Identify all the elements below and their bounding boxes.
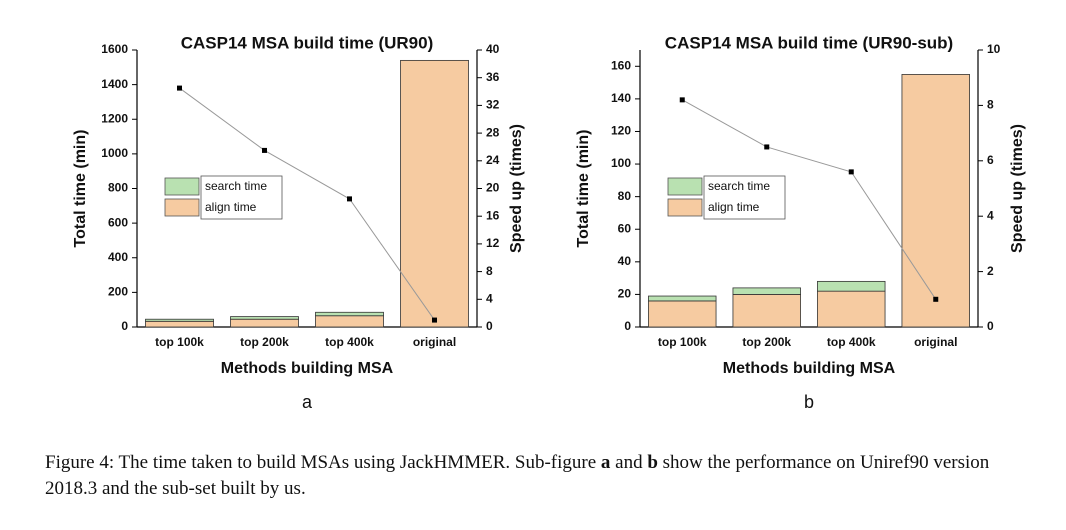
y2-axis-label: Speed up (times) [1009, 124, 1026, 253]
x-tick-label: top 200k [742, 335, 791, 349]
y-tick-label: 1200 [101, 111, 128, 125]
y-axis-label: Total time (min) [575, 130, 592, 248]
bar-segment [648, 295, 717, 302]
y2-tick-label: 8 [987, 98, 994, 112]
bar-segment [817, 280, 886, 292]
caption: Figure 4: The time taken to build MSAs u… [45, 450, 1035, 502]
y-tick-label: 600 [108, 215, 128, 229]
legend-swatch [164, 198, 200, 217]
figure: 0200400600800100012001400160004812162024… [72, 33, 1026, 412]
bar-segment [145, 320, 214, 328]
bar-segment [315, 315, 384, 328]
y2-tick-label: 2 [987, 264, 994, 278]
y-tick-label: 400 [108, 250, 128, 264]
y-tick-label: 0 [121, 319, 128, 333]
y-tick-label: 100 [611, 156, 631, 170]
bar-segment [648, 300, 717, 328]
y2-tick-label: 28 [486, 125, 500, 139]
legend-label: search time [205, 179, 267, 193]
legend-label: search time [708, 179, 770, 193]
caption-text: and [610, 452, 648, 473]
y2-tick-label: 24 [486, 153, 500, 167]
y-tick-label: 0 [624, 319, 631, 333]
y2-tick-label: 20 [486, 181, 500, 195]
chart-title: CASP14 MSA build time (UR90-sub) [665, 33, 953, 52]
legend-box [703, 175, 786, 220]
y2-tick-label: 10 [987, 42, 1001, 56]
x-tick-label: original [413, 335, 456, 349]
y2-tick-label: 16 [486, 208, 500, 222]
y2-tick-label: 0 [486, 319, 493, 333]
y-tick-label: 1000 [101, 146, 128, 160]
bar-segment [817, 290, 886, 328]
speedup-marker [764, 144, 770, 150]
x-axis-label: Methods building MSA [221, 360, 394, 377]
speedup-marker [679, 97, 685, 103]
y-tick-label: 1400 [101, 77, 128, 91]
y-tick-label: 200 [108, 285, 128, 299]
y2-axis-label: Speed up (times) [508, 124, 525, 253]
y2-tick-label: 4 [486, 291, 493, 305]
speedup-marker [848, 169, 854, 175]
panel-label: a [302, 392, 313, 412]
bar-segment [732, 294, 801, 328]
legend-swatch [667, 198, 703, 217]
legend-swatch [164, 177, 200, 196]
x-tick-label: original [914, 335, 957, 349]
caption-text: b [647, 452, 658, 473]
panel-label: b [804, 392, 814, 412]
y-tick-label: 20 [618, 287, 632, 301]
chart-title: CASP14 MSA build time (UR90) [181, 33, 434, 52]
y2-tick-label: 4 [987, 208, 994, 222]
legend-label: align time [205, 200, 257, 214]
y2-tick-label: 6 [987, 153, 994, 167]
y2-tick-label: 36 [486, 70, 500, 84]
y-tick-label: 160 [611, 58, 631, 72]
y-tick-label: 800 [108, 181, 128, 195]
caption-text: a [600, 452, 611, 473]
y2-tick-label: 32 [486, 98, 500, 112]
y-axis-label: Total time (min) [72, 130, 89, 248]
y2-tick-label: 12 [486, 236, 500, 250]
speedup-marker [177, 85, 182, 91]
x-axis-label: Methods building MSA [723, 360, 896, 377]
y-tick-label: 60 [618, 221, 632, 235]
y-tick-label: 140 [611, 91, 631, 105]
legend-swatch [667, 177, 703, 196]
bar-segment [145, 318, 214, 322]
legend-box [200, 175, 283, 220]
bar-segment [732, 287, 801, 295]
bar-segment [230, 316, 299, 320]
y2-tick-label: 40 [486, 42, 500, 56]
x-tick-label: top 200k [240, 335, 289, 349]
bar-segment [400, 59, 469, 328]
y2-tick-label: 8 [486, 264, 493, 278]
speedup-line [682, 99, 937, 300]
y-tick-label: 40 [618, 254, 632, 268]
legend-label: align time [708, 200, 760, 214]
x-tick-label: top 100k [658, 335, 707, 349]
speedup-marker [933, 296, 939, 302]
caption-text: show the performance on Uniref90 version… [45, 452, 990, 499]
speedup-marker [432, 317, 437, 323]
caption-text: Figure 4: The time taken to build MSAs u… [45, 452, 601, 473]
x-tick-label: top 100k [155, 335, 204, 349]
speedup-marker [347, 196, 352, 202]
speedup-marker [262, 147, 267, 153]
y-tick-label: 1600 [101, 42, 128, 56]
y2-tick-label: 0 [987, 319, 994, 333]
x-tick-label: top 400k [827, 335, 876, 349]
bar-segment [901, 74, 970, 328]
speedup-line [179, 87, 435, 321]
y-tick-label: 80 [618, 189, 632, 203]
bar-segment [230, 318, 299, 328]
x-tick-label: top 400k [325, 335, 374, 349]
y-tick-label: 120 [611, 124, 631, 138]
bar-segment [315, 311, 384, 317]
